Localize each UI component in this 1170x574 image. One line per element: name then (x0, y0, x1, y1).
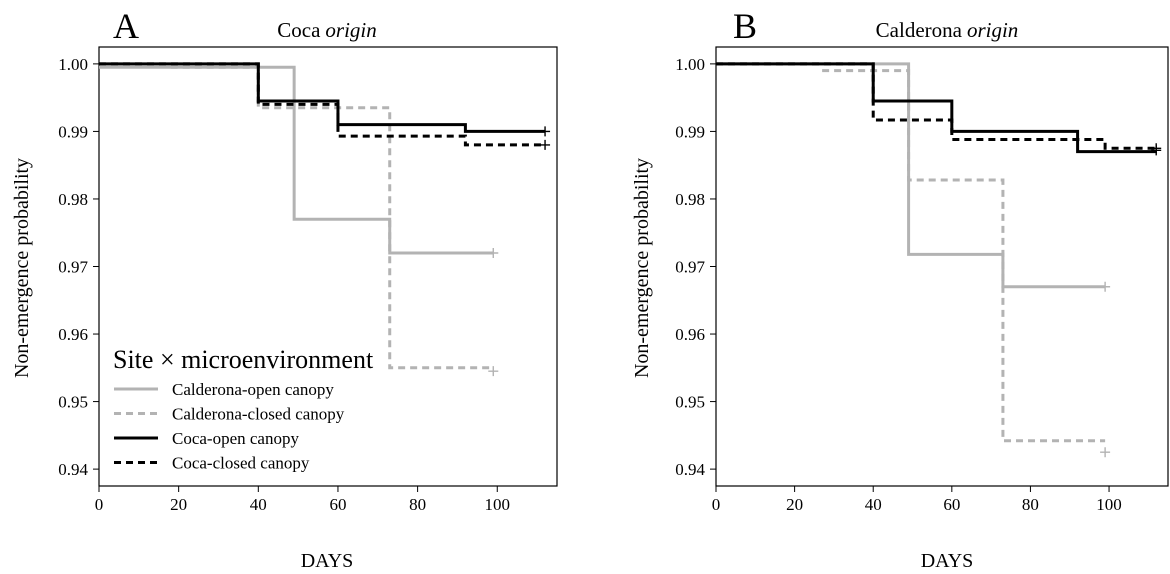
panel-title-a: Coca origin (277, 18, 377, 42)
y-tick-label-a-0.98: 0.98 (58, 190, 88, 209)
y-tick-label-a-0.95: 0.95 (58, 393, 88, 412)
censor-mark-b-3 (1151, 143, 1162, 154)
series-calderona-open-canopy-b (716, 62, 1106, 289)
censor-mark-a-3 (540, 139, 551, 150)
panel-title-a-main: Coca (277, 18, 321, 42)
panel-letter-b: B (733, 6, 757, 46)
panel-a: A Coca origin Non-emergence probability D… (11, 6, 558, 572)
xlabel-b: DAYS (921, 550, 974, 572)
y-tick-label-b-0.99: 0.99 (675, 122, 705, 141)
y-tick-label-b-0.97: 0.97 (675, 258, 705, 277)
legend-label-coca-closed-canopy: Coca-closed canopy (172, 454, 310, 473)
series-calderona-closed-canopy-a (170, 65, 494, 370)
ylabel-a: Non-emergence probability (11, 158, 33, 378)
censor-mark-a-0 (488, 247, 499, 258)
y-tick-label-b-1.00: 1.00 (675, 55, 705, 74)
y-tick-label-a-0.97: 0.97 (58, 258, 88, 277)
x-tick-label-a-100: 100 (485, 495, 511, 514)
x-tick-label-b-100: 100 (1096, 495, 1122, 514)
legend-title: Site × microenvironment (113, 345, 374, 374)
legend: Site × microenvironment Calderona-open c… (113, 345, 374, 473)
series-calderona-open-canopy-a (99, 65, 494, 255)
series-coca-closed-canopy-a (99, 62, 546, 147)
y-tick-label-a-0.99: 0.99 (58, 122, 88, 141)
y-tick-label-b-0.98: 0.98 (675, 190, 705, 209)
xlabel-a: DAYS (301, 550, 354, 572)
x-tick-label-a-80: 80 (409, 495, 426, 514)
y-tick-label-b-0.95: 0.95 (675, 393, 705, 412)
censor-mark-a-2 (540, 126, 551, 137)
y-tick-label-b-0.96: 0.96 (675, 325, 705, 344)
plot-area-b: 0 20 40 60 80 100 0.94 0.95 0.96 0.97 0.98 0.99 1.00 (675, 46, 1169, 514)
panel-title-a-italic: origin (325, 18, 376, 42)
y-tick-label-a-1.00: 1.00 (58, 55, 88, 74)
panel-title-b-italic: origin (967, 18, 1018, 42)
legend-label-calderona-closed-canopy: Calderona-closed canopy (172, 405, 345, 424)
x-tick-label-a-20: 20 (170, 495, 187, 514)
y-tick-label-b-0.94: 0.94 (675, 460, 705, 479)
y-tick-label-a-0.94: 0.94 (58, 460, 88, 479)
y-tick-label-a-0.96: 0.96 (58, 325, 88, 344)
panel-title-b: Calderona origin (876, 18, 1019, 42)
legend-label-calderona-open-canopy: Calderona-open canopy (172, 380, 334, 399)
plot-frame-b (715, 46, 1169, 487)
plot-area-a: 0 20 40 60 80 100 0.94 0.95 0.96 0.97 0.98 0.99 1.00 (58, 46, 558, 514)
x-tick-label-b-60: 60 (943, 495, 960, 514)
x-tick-label-a-40: 40 (250, 495, 267, 514)
x-tick-label-b-40: 40 (865, 495, 882, 514)
series-calderona-closed-canopy-b (822, 69, 1106, 443)
censor-mark-b-1 (1100, 447, 1111, 458)
series-coca-closed-canopy-b (716, 62, 1157, 150)
x-tick-label-b-20: 20 (786, 495, 803, 514)
x-tick-label-a-0: 0 (95, 495, 104, 514)
panel-b: B Calderona origin Non-emergence probabil… (631, 6, 1169, 572)
x-tick-label-b-0: 0 (712, 495, 721, 514)
legend-label-coca-open-canopy: Coca-open canopy (172, 429, 299, 448)
x-tick-label-b-80: 80 (1022, 495, 1039, 514)
censor-mark-a-1 (488, 366, 499, 377)
panel-letter-a: A (113, 6, 139, 46)
series-coca-open-canopy-b (716, 62, 1157, 154)
censor-mark-b-0 (1100, 281, 1111, 292)
series-coca-open-canopy-a (99, 62, 546, 133)
x-tick-label-a-60: 60 (329, 495, 346, 514)
panel-title-b-main: Calderona (876, 18, 963, 42)
ylabel-b: Non-emergence probability (631, 158, 653, 378)
